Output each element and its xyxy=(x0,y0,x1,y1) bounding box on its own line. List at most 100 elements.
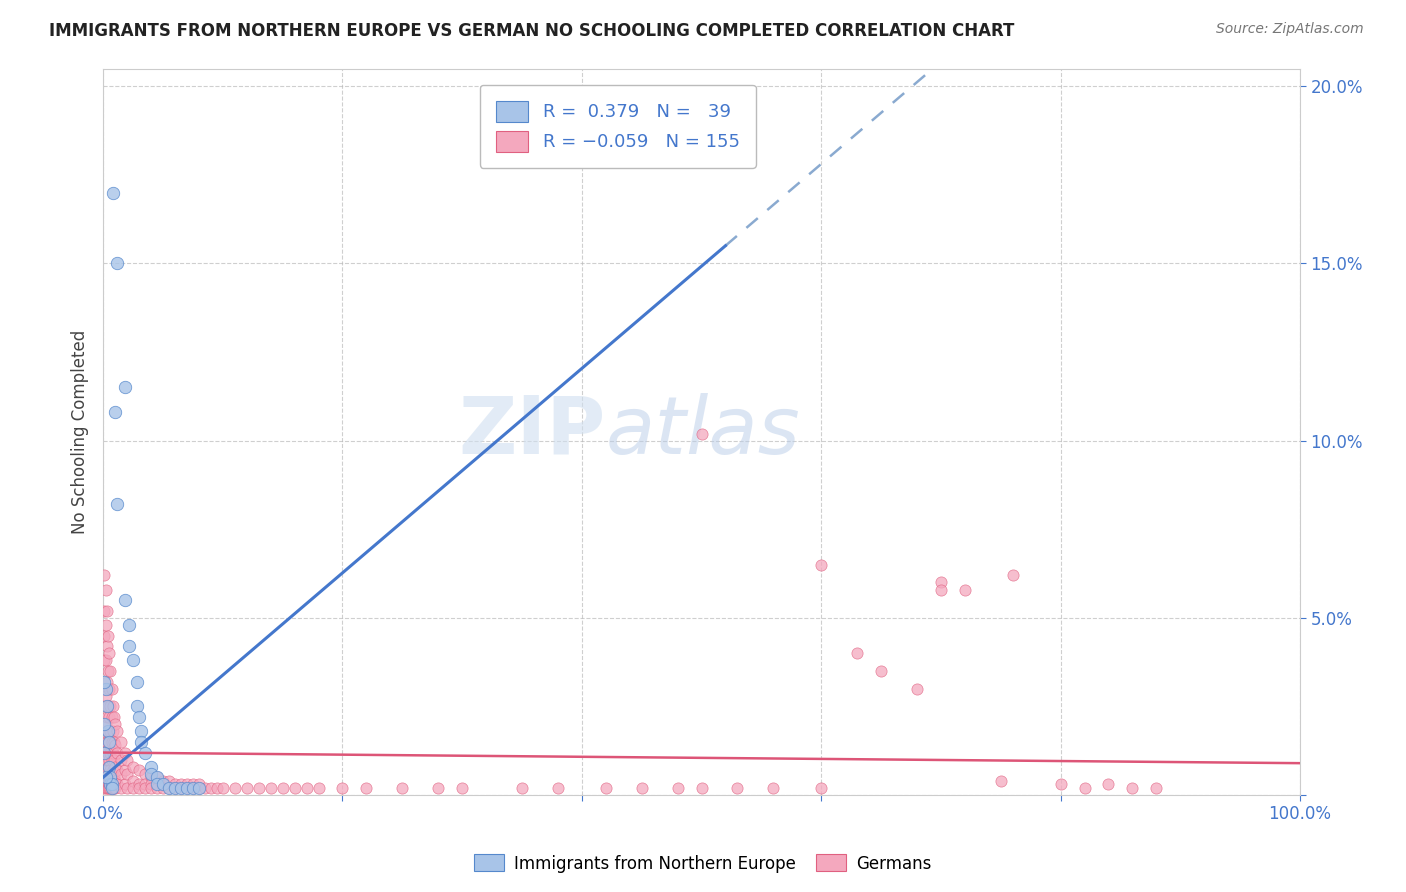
Point xyxy=(690,780,713,795)
Point xyxy=(107,724,129,739)
Point xyxy=(152,773,174,788)
Point xyxy=(122,780,145,795)
Point xyxy=(122,773,145,788)
Text: Source: ZipAtlas.com: Source: ZipAtlas.com xyxy=(1216,22,1364,37)
Point xyxy=(295,780,318,795)
Point xyxy=(157,773,180,788)
Point xyxy=(187,780,209,795)
Point xyxy=(104,405,127,419)
Point xyxy=(97,746,120,760)
Point xyxy=(97,664,120,678)
Point xyxy=(104,717,127,731)
Point xyxy=(97,724,120,739)
Point xyxy=(1073,780,1095,795)
Text: ZIP: ZIP xyxy=(458,392,606,471)
Point xyxy=(93,568,115,582)
Point xyxy=(176,780,198,795)
Text: IMMIGRANTS FROM NORTHERN EUROPE VS GERMAN NO SCHOOLING COMPLETED CORRELATION CHA: IMMIGRANTS FROM NORTHERN EUROPE VS GERMA… xyxy=(49,22,1015,40)
Point xyxy=(146,770,169,784)
Point xyxy=(391,780,413,795)
Point xyxy=(157,780,180,795)
Point xyxy=(101,780,124,795)
Point xyxy=(163,777,186,791)
Point xyxy=(114,746,136,760)
Point xyxy=(93,681,115,696)
Point xyxy=(146,780,169,795)
Point xyxy=(97,777,120,791)
Point xyxy=(356,780,378,795)
Point xyxy=(98,777,121,791)
Point xyxy=(1121,780,1143,795)
Point xyxy=(104,773,127,788)
Point xyxy=(134,766,156,780)
Point xyxy=(98,766,121,780)
Point xyxy=(98,764,121,778)
Point xyxy=(139,780,162,795)
Point xyxy=(163,780,186,795)
Point xyxy=(96,735,118,749)
Point xyxy=(97,629,120,643)
Point xyxy=(846,646,869,660)
Point xyxy=(96,753,118,767)
Point xyxy=(163,780,186,795)
Point xyxy=(284,780,307,795)
Point xyxy=(93,717,115,731)
Point xyxy=(94,766,117,780)
Point xyxy=(94,770,117,784)
Point xyxy=(100,777,122,791)
Point xyxy=(810,558,832,572)
Point xyxy=(128,710,150,724)
Point xyxy=(98,710,121,724)
Point xyxy=(94,653,117,667)
Point xyxy=(93,746,115,760)
Point xyxy=(595,780,617,795)
Point xyxy=(762,780,785,795)
Point xyxy=(122,760,145,774)
Point xyxy=(96,777,118,791)
Point xyxy=(157,780,180,795)
Point xyxy=(187,777,209,791)
Point xyxy=(98,780,121,795)
Point xyxy=(122,653,145,667)
Point xyxy=(98,780,121,795)
Point xyxy=(139,760,162,774)
Point xyxy=(308,780,330,795)
Point xyxy=(98,735,121,749)
Point xyxy=(93,777,115,791)
Point xyxy=(260,780,283,795)
Point xyxy=(690,426,713,441)
Point xyxy=(139,777,162,791)
Point xyxy=(107,746,129,760)
Point xyxy=(93,724,115,739)
Point xyxy=(211,780,233,795)
Point xyxy=(170,777,193,791)
Point xyxy=(98,735,121,749)
Point xyxy=(98,646,121,660)
Point xyxy=(727,780,749,795)
Point xyxy=(93,653,115,667)
Point xyxy=(125,699,148,714)
Point xyxy=(94,735,117,749)
Point xyxy=(98,770,121,784)
Point xyxy=(176,777,198,791)
Point xyxy=(101,699,124,714)
Point xyxy=(630,780,652,795)
Point xyxy=(103,780,125,795)
Point xyxy=(103,710,125,724)
Point xyxy=(100,753,122,767)
Point xyxy=(98,777,121,791)
Point xyxy=(110,780,132,795)
Point xyxy=(128,777,150,791)
Point xyxy=(114,777,136,791)
Point xyxy=(101,186,124,200)
Point xyxy=(247,780,270,795)
Point xyxy=(114,380,136,394)
Point xyxy=(94,780,117,795)
Point xyxy=(170,780,193,795)
Point xyxy=(427,780,450,795)
Point xyxy=(152,777,174,791)
Point xyxy=(93,770,115,784)
Point xyxy=(134,777,156,791)
Point xyxy=(98,681,121,696)
Legend: R =  0.379   N =   39, R = −0.059   N = 155: R = 0.379 N = 39, R = −0.059 N = 155 xyxy=(479,85,756,168)
